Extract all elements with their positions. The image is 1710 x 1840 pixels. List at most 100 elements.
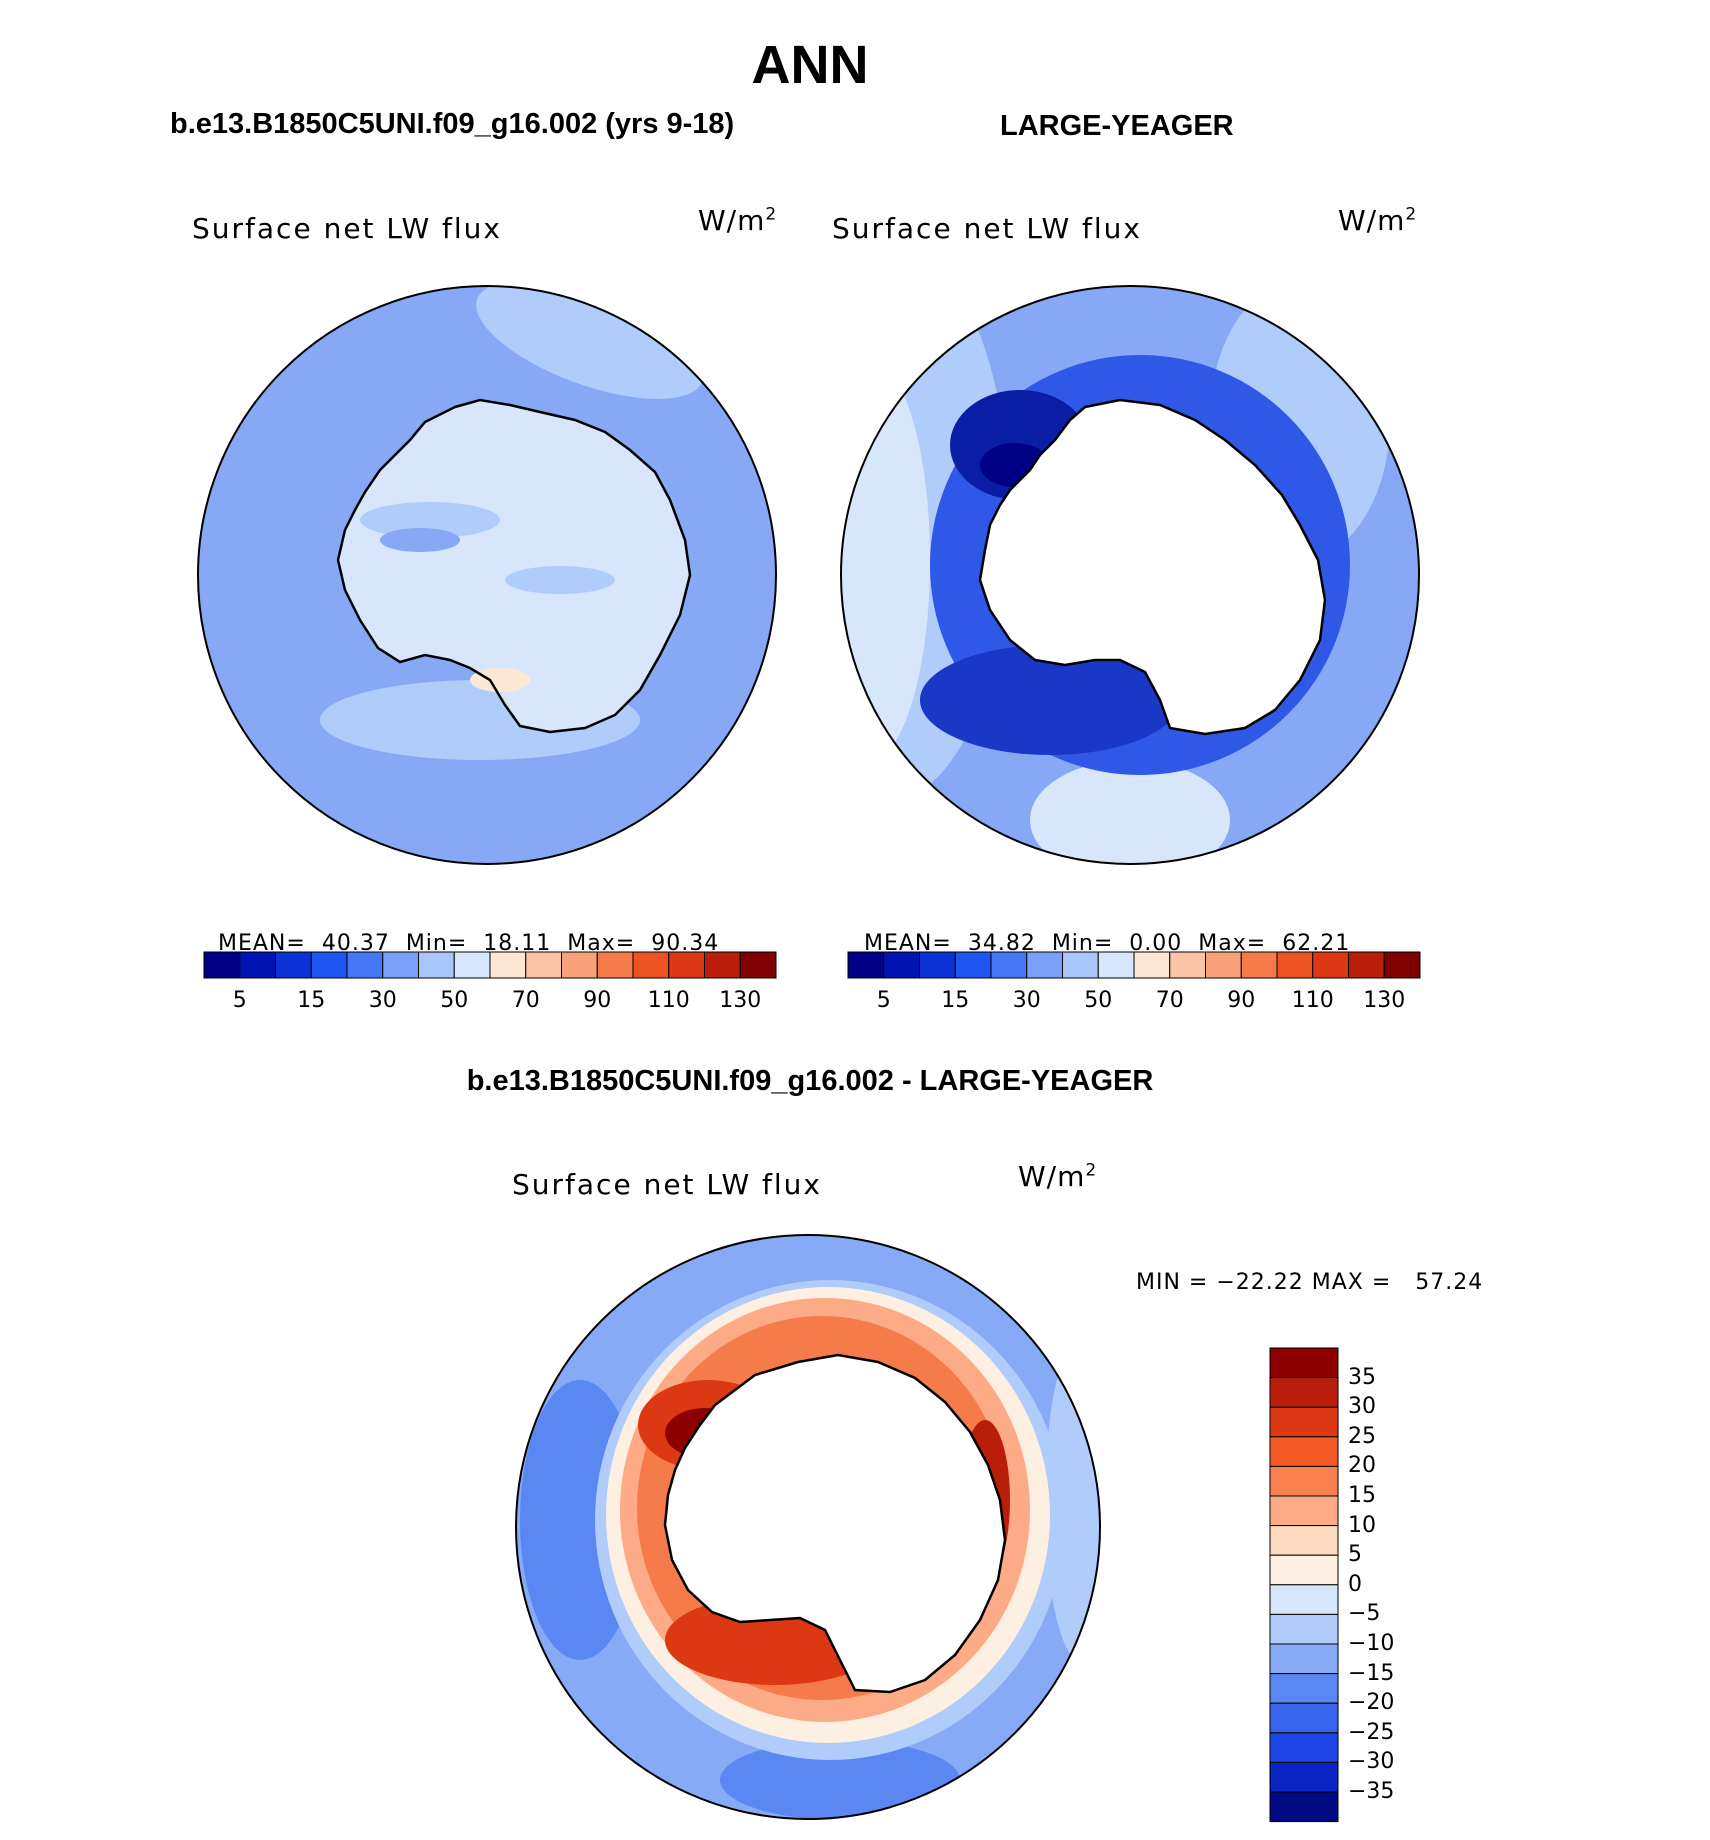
difference-colorbar-tick-label: 15 <box>1348 1483 1376 1508</box>
left-colorbar-tick-label: 110 <box>647 988 690 1013</box>
difference-colorbar-tick-label: 20 <box>1348 1453 1376 1479</box>
left-colorbar-swatch <box>346 951 384 979</box>
right-colorbar-swatch <box>1205 951 1242 979</box>
difference-colorbar-tick-label: −25 <box>1348 1719 1395 1745</box>
difference-colorbar-swatch <box>1269 1673 1339 1704</box>
right-colorbar-swatch <box>1097 951 1135 979</box>
difference-colorbar-swatch <box>1269 1584 1339 1615</box>
left-colorbar-swatch <box>704 951 741 979</box>
difference-colorbar-tick-label: 30 <box>1348 1394 1376 1420</box>
left-variable-label: Surface net LW flux <box>192 212 502 245</box>
difference-colorbar-tick-label: 10 <box>1348 1512 1376 1538</box>
difference-map <box>516 1235 1100 1819</box>
left-colorbar-tick-label: 70 <box>511 988 540 1013</box>
difference-map-border <box>515 1234 1101 1820</box>
left-colorbar-swatch <box>310 951 348 979</box>
left-colorbar-swatch <box>275 951 312 979</box>
left-colorbar-swatch <box>239 951 276 979</box>
left-colorbar-swatch <box>418 951 455 979</box>
difference-colorbar-swatch <box>1269 1554 1339 1586</box>
right-map <box>841 286 1419 864</box>
right-colorbar-tick-label: 30 <box>1012 988 1041 1013</box>
difference-colorbar-swatch <box>1269 1732 1339 1763</box>
difference-colorbar-swatch <box>1269 1377 1339 1408</box>
left-colorbar-swatch <box>453 951 491 979</box>
right-colorbar-tick-label: 15 <box>941 988 970 1013</box>
right-colorbar-swatch <box>1348 951 1385 979</box>
left-colorbar-swatch <box>632 951 670 979</box>
main-title: ANN <box>751 35 869 95</box>
left-colorbar-tick-label: 90 <box>583 988 612 1013</box>
left-colorbar-swatch <box>596 951 634 979</box>
difference-minmax: MIN = −22.22 MAX = 57.24 <box>1136 1270 1484 1295</box>
left-colorbar-tick-label: 15 <box>297 988 326 1013</box>
left-colorbar-swatch <box>668 951 705 979</box>
right-colorbar-tick-label: 70 <box>1155 988 1184 1013</box>
left-colorbar <box>203 951 777 979</box>
left-colorbar-tick-label: 30 <box>368 988 397 1013</box>
left-colorbar-swatch <box>203 951 241 979</box>
left-colorbar-tick-label: 130 <box>719 988 762 1013</box>
difference-colorbar-tick-label: 35 <box>1348 1364 1376 1390</box>
right-panel-case-title: LARGE-YEAGER <box>1000 110 1234 142</box>
right-colorbar-swatch <box>1062 951 1099 979</box>
difference-colorbar-swatch <box>1269 1465 1339 1497</box>
left-colorbar-swatch <box>489 951 527 979</box>
right-colorbar-swatch <box>1133 951 1171 979</box>
difference-colorbar-tick-label: −15 <box>1348 1660 1395 1686</box>
difference-colorbar-tick-label: 0 <box>1348 1571 1362 1597</box>
difference-colorbar-tick-label: −20 <box>1348 1690 1395 1716</box>
right-colorbar-swatch <box>1276 951 1314 979</box>
difference-colorbar-tick-label: 5 <box>1348 1542 1362 1568</box>
difference-colorbar-swatch <box>1269 1495 1339 1527</box>
difference-colorbar-tick-label: −5 <box>1348 1601 1381 1627</box>
difference-colorbar-swatch <box>1269 1436 1339 1467</box>
difference-colorbar-swatch <box>1269 1791 1339 1823</box>
difference-colorbar-tick-label: −30 <box>1348 1749 1395 1775</box>
left-colorbar-swatch <box>382 951 419 979</box>
difference-colorbar-swatch <box>1269 1525 1339 1556</box>
left-colorbar-swatch <box>739 951 777 979</box>
left-map <box>198 286 776 864</box>
difference-colorbar-swatch <box>1269 1702 1339 1734</box>
difference-case-title: b.e13.B1850C5UNI.f09_g16.002 - LARGE-YEA… <box>466 1065 1154 1097</box>
left-panel-case-title: b.e13.B1850C5UNI.f09_g16.002 (yrs 9-18) <box>170 108 735 140</box>
left-unit-label: W/m2 <box>698 204 778 237</box>
difference-unit-label: W/m2 <box>1018 1160 1098 1193</box>
right-colorbar <box>847 951 1421 979</box>
left-colorbar-swatch <box>561 951 598 979</box>
right-colorbar-swatch <box>1383 951 1421 979</box>
right-colorbar-tick-label: 50 <box>1084 988 1113 1013</box>
right-colorbar-swatch <box>990 951 1028 979</box>
right-colorbar-swatch <box>919 951 956 979</box>
right-colorbar-tick-label: 110 <box>1291 988 1334 1013</box>
difference-colorbar-swatch <box>1269 1347 1339 1379</box>
right-unit-label: W/m2 <box>1338 204 1418 237</box>
right-map-border <box>840 285 1420 865</box>
difference-colorbar-tick-label: −35 <box>1348 1779 1395 1804</box>
right-colorbar-swatch <box>883 951 920 979</box>
difference-colorbar-swatch <box>1269 1761 1339 1793</box>
difference-colorbar-tick-label: −10 <box>1348 1631 1395 1656</box>
right-colorbar-swatch <box>1026 951 1063 979</box>
right-variable-label: Surface net LW flux <box>832 212 1142 245</box>
right-colorbar-swatch <box>1240 951 1278 979</box>
difference-colorbar-tick-label: 25 <box>1348 1423 1376 1449</box>
difference-colorbar-swatch <box>1269 1613 1339 1645</box>
left-map-border <box>197 285 777 865</box>
right-colorbar-swatch <box>1312 951 1349 979</box>
right-colorbar-tick-label: 90 <box>1227 988 1256 1013</box>
left-colorbar-swatch <box>525 951 562 979</box>
right-colorbar-swatch <box>954 951 992 979</box>
difference-colorbar <box>1269 1347 1339 1823</box>
left-colorbar-tick-label: 5 <box>232 988 247 1013</box>
right-colorbar-tick-label: 5 <box>876 988 891 1013</box>
right-colorbar-tick-label: 130 <box>1363 988 1406 1013</box>
right-colorbar-swatch <box>1169 951 1206 979</box>
difference-variable-label: Surface net LW flux <box>512 1168 822 1201</box>
right-colorbar-swatch <box>847 951 885 979</box>
difference-colorbar-swatch <box>1269 1643 1339 1675</box>
left-colorbar-tick-label: 50 <box>440 988 469 1013</box>
difference-colorbar-swatch <box>1269 1406 1339 1438</box>
